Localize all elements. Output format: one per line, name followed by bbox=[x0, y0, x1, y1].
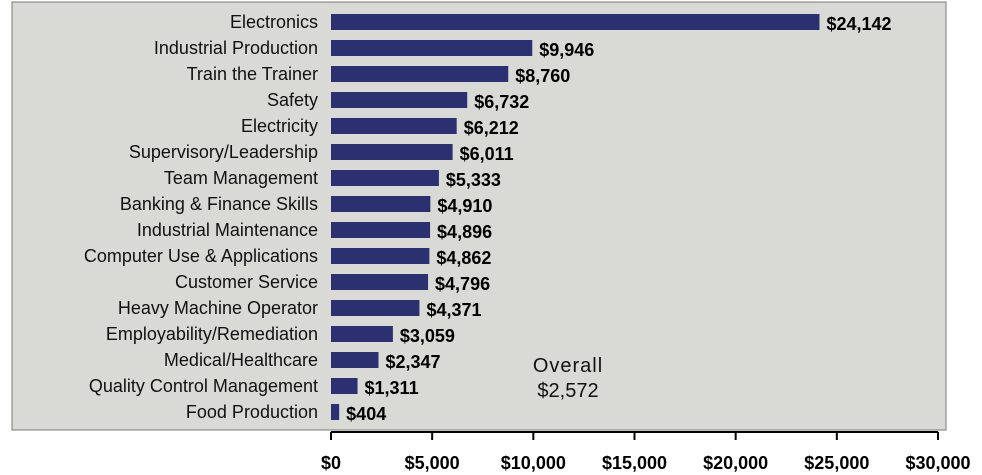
value-label: $1,311 bbox=[365, 378, 419, 398]
bar bbox=[331, 14, 820, 30]
value-label: $2,347 bbox=[385, 352, 440, 372]
bar bbox=[331, 92, 468, 108]
value-label: $4,796 bbox=[435, 274, 490, 294]
category-label: Customer Service bbox=[175, 272, 318, 292]
bars-group bbox=[331, 14, 820, 420]
bar bbox=[331, 248, 430, 264]
category-label: Industrial Production bbox=[154, 38, 318, 58]
category-label: Banking & Finance Skills bbox=[120, 194, 318, 214]
value-label: $5,333 bbox=[446, 170, 501, 190]
value-label: $3,059 bbox=[400, 326, 455, 346]
bar bbox=[331, 66, 509, 82]
value-label: $6,732 bbox=[474, 92, 529, 112]
category-label: Train the Trainer bbox=[187, 64, 318, 84]
x-ticks-group: $0 $5,000 $10,000 $15,000 $20,000 $25,000 $30,… bbox=[321, 432, 971, 473]
value-label: $24,142 bbox=[826, 14, 891, 34]
category-label: Computer Use & Applications bbox=[84, 246, 318, 266]
value-label: $4,896 bbox=[437, 222, 492, 242]
x-tick-label: $25,000 bbox=[804, 453, 869, 473]
value-label: $404 bbox=[346, 404, 386, 424]
x-tick-label: $0 bbox=[321, 453, 341, 473]
bar bbox=[331, 378, 358, 394]
bar bbox=[331, 222, 431, 238]
category-label: Team Management bbox=[164, 168, 318, 188]
category-labels-group: Electronics Industrial Production Train th… bbox=[84, 12, 318, 422]
value-label: $9,946 bbox=[539, 40, 594, 60]
value-label: $8,760 bbox=[515, 66, 570, 86]
overall-annotation-label: Overall bbox=[533, 355, 603, 377]
bar bbox=[331, 118, 457, 134]
bar bbox=[331, 404, 340, 420]
x-tick-label: $5,000 bbox=[405, 453, 460, 473]
category-label: Supervisory/Leadership bbox=[129, 142, 318, 162]
category-label: Medical/Healthcare bbox=[164, 350, 318, 370]
category-label: Electronics bbox=[230, 12, 318, 32]
value-label: $4,371 bbox=[426, 300, 481, 320]
bar bbox=[331, 352, 379, 368]
category-label: Employability/Remediation bbox=[106, 324, 318, 344]
category-label: Safety bbox=[267, 90, 318, 110]
overall-annotation-value: $2,572 bbox=[537, 380, 598, 402]
category-label: Quality Control Management bbox=[89, 376, 318, 396]
bar bbox=[331, 196, 431, 212]
bar bbox=[331, 300, 420, 316]
value-label: $4,910 bbox=[437, 196, 492, 216]
bar bbox=[331, 326, 393, 342]
value-label: $6,011 bbox=[460, 144, 514, 164]
bar bbox=[331, 274, 429, 290]
category-label: Heavy Machine Operator bbox=[118, 298, 318, 318]
x-tick-label: $10,000 bbox=[501, 453, 566, 473]
x-tick-label: $30,000 bbox=[905, 453, 970, 473]
bar bbox=[331, 40, 533, 56]
value-label: $6,212 bbox=[464, 118, 519, 138]
category-label: Industrial Maintenance bbox=[137, 220, 318, 240]
bar bbox=[331, 144, 453, 160]
x-tick-label: $15,000 bbox=[602, 453, 667, 473]
bar bbox=[331, 170, 439, 186]
category-label: Electricity bbox=[241, 116, 318, 136]
category-label: Food Production bbox=[186, 402, 318, 422]
x-tick-label: $20,000 bbox=[703, 453, 768, 473]
value-labels-group: $24,142 $9,946 $8,760 $6,732 $6,212 $6,011 $5,… bbox=[346, 14, 891, 424]
value-label: $4,862 bbox=[436, 248, 491, 268]
